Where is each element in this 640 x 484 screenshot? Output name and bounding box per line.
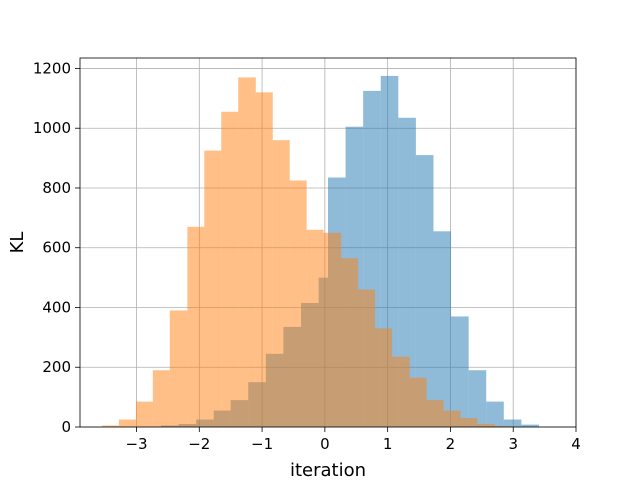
x-tick-label: −2 (188, 435, 210, 453)
histogram-bar-series-1 (415, 155, 434, 427)
histogram-bar-series-2 (101, 425, 119, 427)
histogram-bar-series-2 (118, 419, 136, 427)
y-tick-label: 1200 (33, 59, 71, 77)
histogram-bar-series-2 (460, 418, 478, 427)
histogram-bar-series-2 (358, 289, 376, 427)
y-tick-label: 1000 (33, 119, 71, 137)
histogram-bar-series-2 (341, 258, 359, 427)
histogram-bar-series-2 (392, 356, 410, 427)
x-tick-label: 4 (571, 435, 581, 453)
histogram-bar-series-2 (169, 310, 188, 427)
histogram-bar-series-2 (255, 92, 273, 427)
axis-ticks: −3 −2 −1 0 1 2 3 4 0 200 400 600 800 1000 1200 (33, 59, 581, 453)
histogram-bar-series-1 (503, 419, 522, 427)
histogram-bar-series-1 (521, 424, 539, 427)
histogram-bar-series-1 (486, 401, 504, 427)
histogram-bar-series-2 (272, 140, 290, 427)
histogram-bar-series-2 (306, 229, 324, 427)
y-tick-label: 600 (42, 239, 71, 257)
histogram-bar-series-2 (135, 401, 153, 427)
x-tick-label: 3 (508, 435, 518, 453)
histogram-bar-series-2 (323, 232, 342, 427)
y-tick-label: 0 (61, 418, 71, 436)
histogram-bar-series-2 (221, 111, 239, 428)
y-tick-label: 200 (42, 358, 71, 376)
histogram-bars (101, 75, 539, 428)
x-axis-label: iteration (290, 460, 366, 480)
histogram-bar-series-2 (443, 410, 461, 427)
histogram-bar-series-1 (433, 231, 452, 427)
y-tick-label: 800 (42, 179, 71, 197)
histogram-bar-series-2 (204, 150, 222, 427)
histogram-bar-series-2 (495, 426, 512, 427)
x-tick-label: 1 (383, 435, 393, 453)
histogram-bar-series-2 (187, 226, 205, 427)
histogram-bar-series-2 (409, 377, 427, 427)
y-axis-label: KL (7, 232, 28, 254)
histogram-bar-series-1 (451, 316, 469, 427)
x-tick-label: −1 (251, 435, 273, 453)
histogram-bar-series-2 (289, 180, 307, 427)
histogram-bar-series-2 (477, 424, 496, 427)
histogram-bar-series-1 (398, 117, 416, 428)
x-tick-label: 2 (446, 435, 456, 453)
plot-frame (79, 57, 577, 428)
x-tick-label: 0 (320, 435, 330, 453)
y-tick-label: 400 (42, 298, 71, 316)
histogram-bar-series-2 (238, 77, 256, 427)
histogram-bar-series-2 (152, 370, 170, 427)
x-tick-label: −3 (125, 435, 147, 453)
histogram-bar-series-1 (468, 370, 487, 427)
histogram-bar-series-2 (426, 400, 444, 427)
histogram-bar-series-2 (375, 328, 393, 427)
